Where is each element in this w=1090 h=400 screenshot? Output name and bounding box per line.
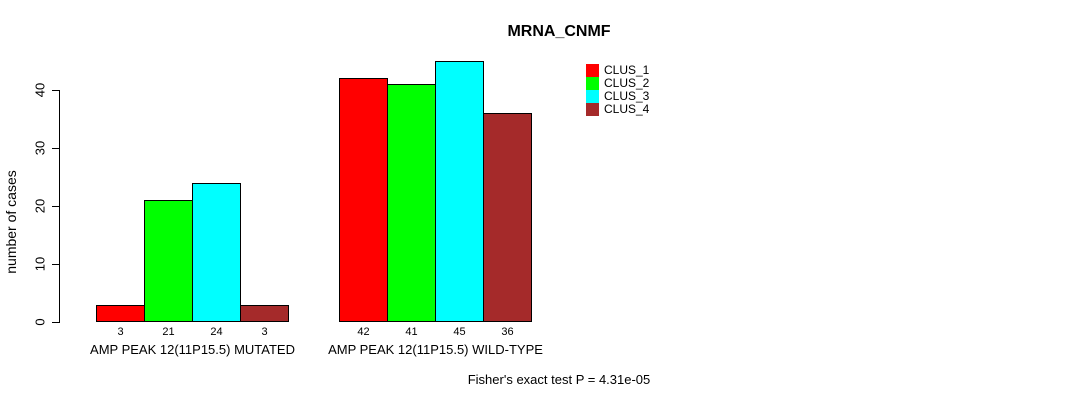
bar [96,305,145,322]
bar [435,61,484,322]
y-axis-tick [52,264,59,265]
legend-label: CLUS_3 [604,89,650,103]
bar-value-label: 41 [405,326,418,338]
y-tick-label: 0 [32,318,48,326]
legend-label: CLUS_2 [604,76,650,90]
legend-label: CLUS_4 [604,102,650,116]
y-axis-tick [52,90,59,91]
y-tick-label: 30 [32,140,48,156]
fisher-test-note: Fisher's exact test P = 4.31e-05 [467,372,651,387]
group-label: AMP PEAK 12(11P15.5) MUTATED [90,342,295,357]
legend-swatch [586,103,599,116]
bar [339,78,388,322]
bar [387,84,436,322]
y-tick-label: 20 [32,198,48,214]
bar [192,183,241,322]
y-axis-tick [52,322,59,323]
chart-title: MRNA_CNMF [507,23,611,40]
legend-swatch [586,90,599,103]
bar-value-label: 36 [501,326,514,338]
y-tick-label: 10 [32,256,48,272]
bar [483,113,532,322]
y-tick-label: 40 [32,82,48,98]
legend-label: CLUS_1 [604,63,650,77]
group-label: AMP PEAK 12(11P15.5) WILD-TYPE [328,342,543,357]
legend-swatch [586,64,599,77]
legend-swatch [586,77,599,90]
bar-value-label: 42 [357,326,370,338]
bar-value-label: 3 [117,326,124,338]
bar-value-label: 45 [453,326,466,338]
bar-value-label: 24 [210,326,223,338]
y-axis-tick [52,206,59,207]
bar [144,200,193,322]
y-axis-tick [52,148,59,149]
bar [240,305,289,322]
bar-value-label: 21 [162,326,175,338]
bar-value-label: 3 [261,326,268,338]
y-axis-line [59,90,60,323]
